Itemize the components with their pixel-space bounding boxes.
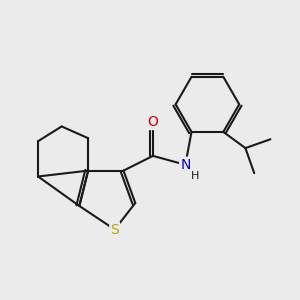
Text: S: S — [110, 223, 119, 236]
Text: H: H — [190, 171, 199, 181]
Text: O: O — [148, 115, 158, 129]
Text: N: N — [180, 158, 190, 172]
